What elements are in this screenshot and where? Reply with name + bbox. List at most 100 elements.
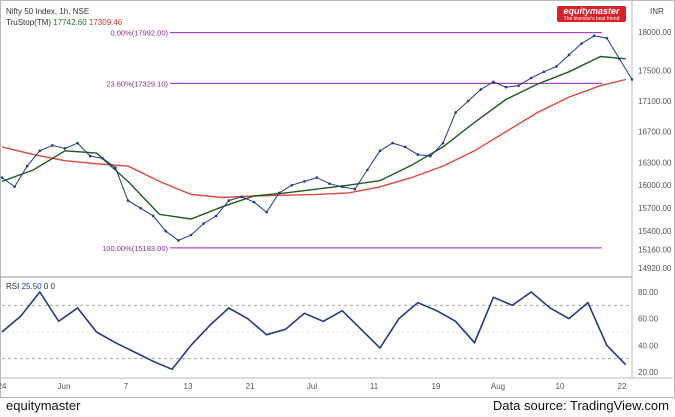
equitymaster-logo: equitymaster The investor's best friend — [557, 6, 626, 22]
price-point — [630, 78, 634, 81]
logo-tagline: The investor's best friend — [563, 16, 620, 22]
price-point — [76, 141, 79, 145]
sma-slow-line — [1, 78, 626, 199]
rsi-tick-label: 20.00 — [638, 368, 659, 377]
x-tick-label: 13 — [184, 382, 193, 391]
rsi-tick-label: 60.00 — [638, 315, 659, 324]
price-point — [429, 154, 432, 158]
price-point — [189, 233, 193, 237]
price-point — [240, 195, 243, 199]
price-point — [492, 80, 495, 84]
rsi-name: RSI — [6, 282, 20, 291]
price-point — [479, 88, 483, 91]
y-tick-label: 15700.00 — [638, 204, 672, 213]
price-point — [202, 222, 205, 225]
chart-title: Nifty 50 Index, 1h, NSE — [6, 7, 90, 16]
price-point — [252, 200, 256, 204]
indicator-value-2: 17309.46 — [88, 18, 123, 27]
price-point — [101, 157, 105, 160]
price-point — [139, 206, 142, 210]
price-point — [315, 176, 319, 179]
price-point — [328, 182, 331, 186]
x-tick-label: 10 — [556, 382, 565, 391]
price-point — [353, 187, 357, 191]
price-point — [555, 65, 558, 68]
y-tick-label: 17500.00 — [638, 66, 672, 75]
x-tick-label: 7 — [124, 382, 129, 391]
price-point — [605, 36, 609, 40]
indicator-name: TruStop(TM) — [6, 18, 52, 27]
fib-label: 23.60%(17329.10) — [106, 79, 168, 88]
y-tick-label: 14920.00 — [638, 264, 672, 273]
price-point — [151, 214, 155, 218]
rsi-label: RSI 25.50 0 0 — [6, 282, 55, 291]
chart-frame — [0, 0, 675, 398]
y-tick-label: 15400.00 — [638, 227, 672, 236]
logo-text: equitymaster — [563, 6, 620, 16]
x-tick-label: 19 — [432, 382, 441, 391]
footer-brand: equitymaster — [6, 398, 81, 413]
price-point — [466, 99, 470, 103]
price-point — [504, 85, 508, 89]
footer-source: Data source: TradingView.com — [492, 398, 669, 413]
price-point — [51, 144, 54, 147]
indicator-value-1: 17742.60 — [53, 18, 87, 27]
price-point — [0, 176, 4, 179]
rsi-line — [1, 290, 627, 371]
x-tick-label: 24 — [0, 382, 7, 391]
price-point — [290, 183, 294, 187]
rsi-tick-label: 40.00 — [638, 341, 659, 350]
fib-label: 0.00%(17992.00) — [110, 29, 168, 38]
price-point — [542, 70, 546, 74]
x-tick-label: 22 — [618, 382, 627, 391]
price-point — [391, 141, 394, 145]
price-point — [88, 154, 92, 158]
price-point — [454, 111, 457, 114]
price-point — [227, 199, 231, 202]
price-point — [592, 34, 596, 38]
price-point — [63, 147, 67, 150]
price-point — [441, 141, 445, 145]
sma-fast-line — [1, 55, 626, 220]
price-point — [378, 149, 382, 153]
price-chart: 18000.00 17500.00 17100.00 16700.00 16300.00… — [0, 0, 673, 391]
rsi-extra-2: 0 — [50, 282, 55, 291]
x-tick-label: 21 — [246, 382, 255, 391]
fib-label: 100.00%(15183.00) — [102, 244, 168, 253]
y-tick-label: 17100.00 — [638, 97, 672, 106]
x-tick-label: Aug — [491, 382, 505, 391]
price-point — [265, 210, 268, 214]
indicator-line: TruStop(TM) 17742.60 17309.46 — [6, 17, 122, 28]
price-point — [25, 164, 29, 168]
price-point — [177, 239, 180, 242]
price-point — [517, 84, 520, 87]
rsi-value: 25.50 — [21, 282, 42, 291]
price-point — [529, 76, 533, 80]
price-line — [1, 35, 633, 241]
y-tick-label: 16300.00 — [638, 158, 672, 167]
price-point — [164, 229, 168, 233]
price-point — [38, 149, 42, 153]
x-tick-label: 11 — [370, 382, 379, 391]
y-tick-label: 15160.00 — [638, 246, 672, 255]
price-point — [416, 153, 420, 156]
y-tick-label: 18000.00 — [638, 28, 672, 37]
price-point — [403, 145, 407, 149]
rsi-extra-1: 0 — [43, 282, 49, 291]
price-point — [277, 191, 281, 195]
price-point — [580, 42, 583, 45]
y-tick-label: 16000.00 — [638, 181, 672, 190]
chart-header: Nifty 50 Index, 1h, NSE TruStop(TM) 1774… — [6, 6, 122, 28]
price-point — [340, 185, 344, 189]
price-point — [366, 168, 369, 172]
y-tick-label: 16700.00 — [638, 128, 672, 137]
x-tick-label: Jul — [307, 382, 317, 391]
currency-label: INR — [650, 7, 664, 16]
price-point — [114, 166, 117, 169]
price-point — [567, 53, 571, 57]
price-point — [13, 185, 16, 189]
rsi-tick-label: 80.00 — [638, 288, 659, 297]
price-point — [126, 199, 130, 202]
price-point — [214, 214, 218, 218]
price-point — [618, 57, 621, 61]
